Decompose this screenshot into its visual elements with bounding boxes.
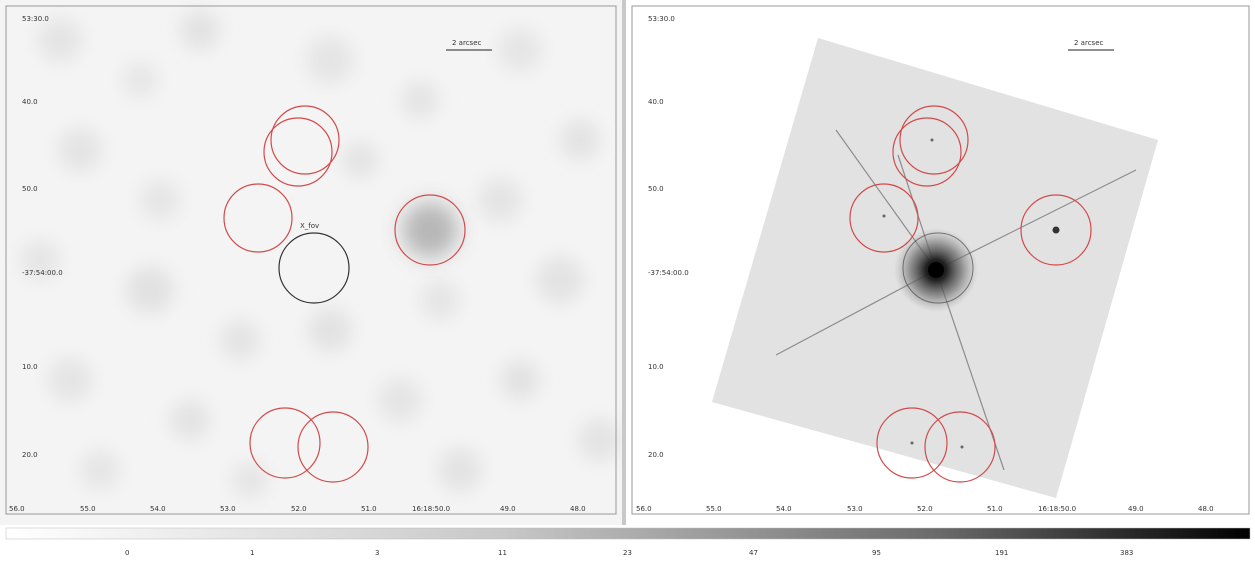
right-dec-label: 20.0 bbox=[648, 451, 664, 459]
right-ra-label: 51.0 bbox=[987, 505, 1003, 513]
left-dec-label: -37:54:00.0 bbox=[22, 269, 63, 277]
right-image-panel[interactable]: 53:30.0 40.0 50.0 -37:54:00.0 10.0 20.0 … bbox=[626, 0, 1255, 525]
left-ra-label: 49.0 bbox=[500, 505, 516, 513]
right-ra-label: 48.0 bbox=[1198, 505, 1214, 513]
right-dec-label: 50.0 bbox=[648, 185, 664, 193]
region-circle[interactable] bbox=[924, 411, 996, 483]
source-region-circle[interactable] bbox=[902, 232, 974, 304]
source-region-circle[interactable] bbox=[278, 232, 350, 304]
right-dec-label: -37:54:00.0 bbox=[648, 269, 689, 277]
region-circle[interactable] bbox=[270, 105, 340, 175]
right-ra-label: 49.0 bbox=[1128, 505, 1144, 513]
colorbar-tick-label: 1 bbox=[250, 549, 254, 557]
left-dec-label: 53:30.0 bbox=[22, 15, 49, 23]
left-xray-source-blob bbox=[402, 202, 458, 258]
region-circle[interactable] bbox=[849, 183, 919, 253]
point-source bbox=[1052, 226, 1060, 234]
left-ra-label: 56.0 bbox=[9, 505, 25, 513]
right-ra-label: 54.0 bbox=[776, 505, 792, 513]
colorbar-tick-label: 95 bbox=[872, 549, 881, 557]
colorbar-tick-label: 383 bbox=[1120, 549, 1133, 557]
point-source bbox=[930, 138, 934, 142]
right-dec-label: 10.0 bbox=[648, 363, 664, 371]
left-ra-label: 48.0 bbox=[570, 505, 586, 513]
region-circle[interactable] bbox=[1020, 194, 1092, 266]
point-source bbox=[882, 214, 886, 218]
bright-source-center bbox=[928, 262, 944, 278]
region-circle[interactable] bbox=[892, 117, 962, 187]
left-scalebar-label: 2 arcsec bbox=[452, 39, 481, 47]
left-ra-label: 51.0 bbox=[361, 505, 377, 513]
left-image-panel[interactable]: 53:30.0 40.0 50.0 -37:54:00.0 10.0 20.0 … bbox=[0, 0, 622, 525]
colorbar-tick-label: 191 bbox=[995, 549, 1008, 557]
right-ra-label: 53.0 bbox=[847, 505, 863, 513]
colorbar-tick-label: 23 bbox=[623, 549, 632, 557]
left-ra-label: 52.0 bbox=[291, 505, 307, 513]
region-circle[interactable] bbox=[249, 407, 321, 479]
left-ra-label: 55.0 bbox=[80, 505, 96, 513]
left-ra-label: 16:18:50.0 bbox=[412, 505, 450, 513]
region-circle[interactable] bbox=[263, 117, 333, 187]
source-region-label: X_fov bbox=[300, 222, 319, 230]
region-circle[interactable] bbox=[394, 194, 466, 266]
point-source bbox=[910, 441, 914, 445]
left-dec-label: 10.0 bbox=[22, 363, 38, 371]
region-circle[interactable] bbox=[223, 183, 293, 253]
colorbar-tick-label: 11 bbox=[498, 549, 507, 557]
right-image-canvas[interactable]: 53:30.0 40.0 50.0 -37:54:00.0 10.0 20.0 … bbox=[626, 0, 1255, 525]
right-ra-label: 52.0 bbox=[917, 505, 933, 513]
right-scalebar-label: 2 arcsec bbox=[1074, 39, 1103, 47]
right-ra-label: 56.0 bbox=[636, 505, 652, 513]
left-dec-label: 20.0 bbox=[22, 451, 38, 459]
right-ra-label: 16:18:50.0 bbox=[1038, 505, 1076, 513]
right-dec-label: 40.0 bbox=[648, 98, 664, 106]
left-ra-label: 54.0 bbox=[150, 505, 166, 513]
left-dec-label: 40.0 bbox=[22, 98, 38, 106]
left-dec-label: 50.0 bbox=[22, 185, 38, 193]
left-axis-frame bbox=[5, 5, 617, 515]
left-image-background bbox=[0, 0, 622, 525]
right-dec-label: 53:30.0 bbox=[648, 15, 675, 23]
right-axis-frame bbox=[631, 5, 1250, 515]
colorbar-tick-label: 3 bbox=[375, 549, 379, 557]
region-circle[interactable] bbox=[876, 407, 948, 479]
point-source bbox=[960, 445, 964, 449]
left-noise-texture bbox=[20, 10, 622, 498]
region-circle[interactable] bbox=[899, 105, 969, 175]
colorbar-tick-label: 0 bbox=[125, 549, 129, 557]
right-ra-label: 55.0 bbox=[706, 505, 722, 513]
left-ra-label: 53.0 bbox=[220, 505, 236, 513]
colorbar[interactable]: 0 1 3 11 23 47 95 191 383 bbox=[0, 525, 1255, 561]
region-circle[interactable] bbox=[297, 411, 369, 483]
colorbar-tick-label: 47 bbox=[749, 549, 758, 557]
panel-divider bbox=[622, 0, 626, 525]
colorbar-gradient bbox=[5, 527, 1251, 540]
left-image-canvas[interactable]: 53:30.0 40.0 50.0 -37:54:00.0 10.0 20.0 … bbox=[0, 0, 622, 525]
